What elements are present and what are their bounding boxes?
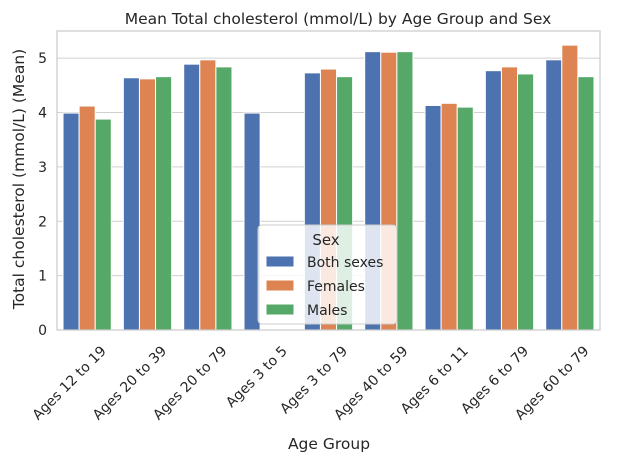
bar [155, 76, 173, 331]
bar [577, 76, 595, 331]
legend-label: Females [307, 279, 365, 295]
bar [396, 51, 414, 331]
plot-frame [56, 30, 601, 331]
legend-box [257, 224, 398, 325]
legend: Sex Both sexes Females Males [257, 224, 398, 325]
legend-swatch [265, 255, 295, 268]
legend-swatch [265, 303, 295, 316]
legend-label: Males [307, 303, 347, 319]
bar [561, 44, 579, 331]
y-tick-label: 1 [38, 269, 47, 285]
y-tick-label: 5 [38, 51, 47, 67]
chart-title: Mean Total cholesterol (mmol/L) by Age G… [125, 10, 552, 28]
y-tick-label: 3 [38, 160, 47, 176]
bar [500, 66, 519, 331]
bar [94, 118, 112, 331]
bar [122, 77, 140, 331]
x-tick-label: Ages 3 to 5 [223, 343, 291, 411]
legend-title: Sex [312, 231, 339, 249]
x-axis-label: Age Group [288, 435, 370, 453]
bar [484, 70, 502, 331]
bar [517, 73, 535, 331]
legend-swatch [265, 279, 295, 292]
bar [424, 104, 442, 331]
bar [78, 105, 96, 331]
bar [440, 102, 458, 331]
bar [199, 59, 217, 331]
bar [456, 106, 474, 331]
axes-border [56, 30, 601, 331]
y-tick-label: 2 [38, 214, 47, 230]
bar [545, 59, 563, 331]
bar [215, 66, 233, 331]
y-tick-label: 0 [38, 323, 47, 339]
bar [183, 63, 201, 331]
legend-label: Both sexes [307, 255, 383, 271]
bar [62, 112, 80, 331]
y-axis-label: Total cholesterol (mmol/L) (Mean) [10, 49, 28, 310]
bar [138, 78, 157, 331]
y-tick-label: 4 [38, 106, 47, 122]
y-tick-labels: 0 1 2 3 4 5 [38, 51, 47, 339]
